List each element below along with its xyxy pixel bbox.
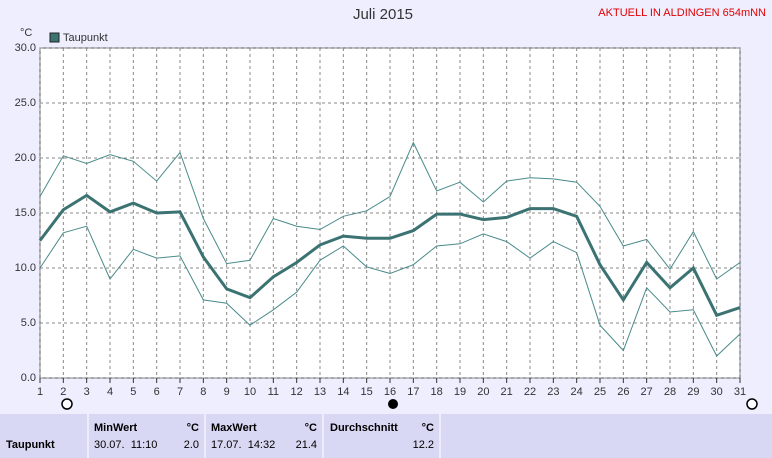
legend-swatch xyxy=(49,32,60,43)
x-tick-label: 10 xyxy=(244,386,256,398)
x-tick-label: 3 xyxy=(84,386,90,398)
x-tick-label: 9 xyxy=(224,386,230,398)
cell: 2.0 xyxy=(184,439,199,451)
x-tick-label: 18 xyxy=(431,386,443,398)
y-tick-label: 25.0 xyxy=(15,97,36,109)
chart-title: Juli 2015 xyxy=(353,6,413,23)
x-tick-label: 14 xyxy=(337,386,349,398)
y-unit: °C xyxy=(20,27,32,39)
x-tick-label: 31 xyxy=(734,386,746,398)
x-tick-label: 11 xyxy=(268,386,279,398)
cell: 17.07. 14:32 xyxy=(211,439,275,451)
y-tick-label: 0.0 xyxy=(21,372,36,384)
series-line xyxy=(39,225,741,357)
x-tick-label: 15 xyxy=(361,386,373,398)
x-tick-label: 26 xyxy=(617,386,629,398)
x-tick-label: 17 xyxy=(407,386,419,398)
y-tick-label: 20.0 xyxy=(15,152,36,164)
y-tick-label: 30.0 xyxy=(15,42,36,54)
table-bg xyxy=(0,414,772,458)
x-tick-label: 6 xyxy=(154,386,160,398)
x-tick-label: 4 xyxy=(107,386,113,398)
moon-icon xyxy=(746,398,758,410)
table-header: Durchschnitt xyxy=(330,422,398,434)
x-tick-label: 20 xyxy=(477,386,489,398)
table-header: °C xyxy=(422,422,434,434)
cell: 30.07. 11:10 xyxy=(94,439,157,451)
table-header: MinWert xyxy=(94,422,138,434)
x-tick-label: 2 xyxy=(60,386,66,398)
cell: 21.4 xyxy=(296,439,317,451)
table-header: °C xyxy=(187,422,199,434)
x-tick-label: 16 xyxy=(384,386,396,398)
x-tick-label: 24 xyxy=(571,386,583,398)
x-tick-label: 22 xyxy=(524,386,536,398)
row-label: Taupunkt xyxy=(6,439,55,451)
x-tick-label: 27 xyxy=(641,386,653,398)
x-tick-label: 7 xyxy=(177,386,183,398)
x-tick-label: 8 xyxy=(200,386,206,398)
table: MinWert °C MaxWert °C Durchschnitt °C Ta… xyxy=(0,414,772,458)
x-tick-label: 19 xyxy=(454,386,466,398)
series-line xyxy=(38,193,741,318)
x-tick-label: 13 xyxy=(314,386,326,398)
x-tick-label: 29 xyxy=(687,386,699,398)
y-tick-label: 5.0 xyxy=(21,317,36,329)
y-tick-label: 10.0 xyxy=(15,262,36,274)
moon-icon xyxy=(61,398,73,410)
x-tick-label: 30 xyxy=(711,386,723,398)
cell: 12.2 xyxy=(413,439,434,451)
x-tick-label: 12 xyxy=(291,386,303,398)
series-line xyxy=(39,141,741,280)
x-tick-label: 28 xyxy=(664,386,676,398)
subtitle: AKTUELL IN ALDINGEN 654mNN xyxy=(598,7,766,19)
x-tick-label: 23 xyxy=(547,386,559,398)
table-header: MaxWert xyxy=(211,422,257,434)
x-tick-label: 21 xyxy=(501,386,513,398)
x-tick-label: 25 xyxy=(594,386,606,398)
x-tick-label: 5 xyxy=(130,386,136,398)
moon-icon xyxy=(388,399,398,409)
table-header: °C xyxy=(305,422,317,434)
legend-label: Taupunkt xyxy=(63,32,108,44)
y-tick-label: 15.0 xyxy=(15,207,36,219)
x-tick-label: 1 xyxy=(37,386,43,398)
